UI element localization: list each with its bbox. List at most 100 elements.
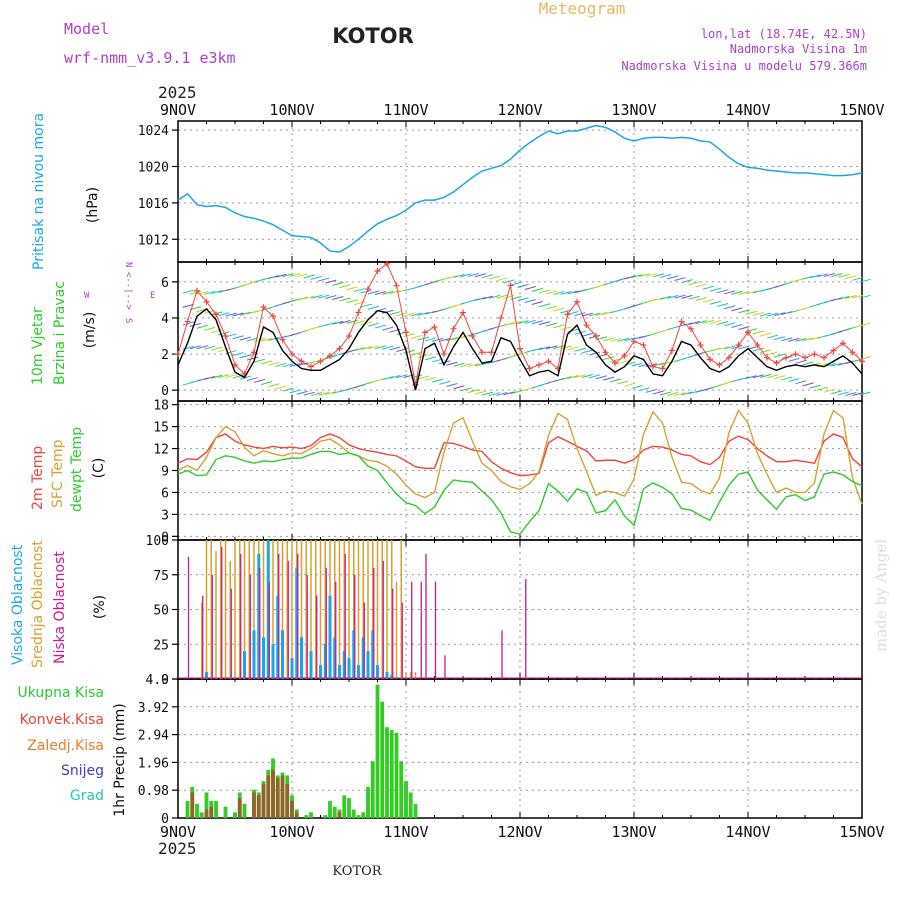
wind-arrow [773, 375, 786, 380]
wind-arrow [752, 311, 764, 316]
wind-arrow [474, 390, 487, 395]
wind-arrow [488, 294, 501, 299]
wind-arrow [773, 312, 786, 317]
total-precip-bar [223, 806, 228, 818]
wind-arrow [268, 361, 280, 366]
wind-arrow [581, 374, 593, 379]
total-precip-bar [347, 798, 351, 818]
wind-arrow [282, 387, 294, 392]
wind-arrow [367, 290, 380, 295]
x-axis-label-bottom: 15NOV [839, 823, 884, 841]
model-altitude-label: Nadmorska Visina u modelu 579.366m [621, 59, 867, 73]
x-axis-label-top: 13NOV [611, 101, 656, 119]
cloud-label-low: Niska Oblacnost [52, 551, 68, 664]
wind-arrow [446, 383, 458, 387]
wind-arrow [659, 274, 672, 279]
wind-arrow [303, 391, 316, 396]
wind-arrow [374, 324, 387, 329]
conv-precip-bar [261, 783, 266, 818]
wind-arrow [830, 362, 843, 367]
wind-arrow [460, 273, 472, 278]
wind-arrow [424, 356, 437, 361]
gust-marker [279, 336, 286, 343]
y-tick-label: 3.92 [138, 701, 169, 716]
wind-arrow [731, 324, 743, 328]
wind-arrow [382, 290, 394, 295]
wind-arrow [695, 297, 707, 301]
gust-marker [830, 347, 837, 354]
total-precip-bar [385, 727, 389, 818]
wind-arrow [695, 283, 707, 288]
wind-arrow [773, 336, 786, 341]
wind-arrow [574, 374, 586, 379]
wind-arrow [446, 337, 458, 342]
wind-arrow [239, 336, 251, 341]
model-name: wrf-nmm_v3.9.1 e3km [64, 49, 236, 67]
wind-arrow [453, 273, 465, 278]
wind-arrow [574, 347, 586, 352]
wind-arrow [581, 332, 593, 337]
year-bottom: 2025 [158, 839, 197, 858]
gust-marker [564, 311, 571, 318]
temp-ylabel: (C) [91, 458, 107, 479]
wind-title-line2: Brzina i Pravac [52, 281, 68, 385]
wind-arrow [738, 376, 750, 381]
y-tick-label: 18 [153, 399, 169, 414]
wind-arrow [845, 294, 857, 299]
wind-arrow [275, 385, 287, 390]
wind-arrow [745, 290, 757, 295]
wind-arrow [211, 374, 223, 379]
cloud-ylabel: (%) [92, 595, 108, 619]
wind-arrow [781, 376, 793, 381]
wind-arrow [510, 281, 522, 286]
wind-arrow [738, 345, 750, 350]
wind-arrow [574, 312, 586, 317]
wind-arrow [645, 272, 658, 277]
wind-arrow [374, 345, 387, 350]
gust-marker [716, 361, 723, 368]
wind-arrow [595, 312, 608, 316]
wind-arrow [481, 391, 494, 396]
total-precip-bar [394, 732, 399, 818]
wind-arrow [346, 286, 358, 291]
wind-arrow [560, 345, 572, 350]
wind-arrow [830, 297, 843, 302]
wind-arrow [431, 378, 444, 383]
gust-marker [802, 354, 808, 361]
y-tick-label: 1016 [138, 197, 169, 212]
y-tick-label: 0 [161, 384, 169, 399]
wind-arrow [738, 326, 750, 331]
wind-arrow [182, 321, 194, 326]
y-tick-label: 6 [161, 486, 169, 501]
y-tick-label: 6 [161, 276, 169, 291]
gust-marker [203, 298, 210, 305]
x-axis-label-top: 9NOV [160, 101, 196, 119]
wind-arrow [624, 382, 636, 387]
compass-w-label: W [84, 291, 90, 301]
wind-arrow [367, 345, 380, 350]
wind-arrow [431, 337, 444, 342]
wind-arrow [567, 375, 579, 379]
wind-arrow [339, 320, 351, 325]
conv-precip-bar [337, 812, 342, 818]
precip-legend-conv: Konvek.Kisa [20, 712, 104, 728]
gust-marker [726, 354, 732, 361]
wind-arrow [503, 322, 515, 327]
temp-label-2m: 2m Temp [30, 446, 46, 510]
gust-marker [289, 351, 295, 358]
wind-arrow [745, 375, 757, 380]
wind-arrow [602, 356, 615, 361]
wind-arrow [367, 322, 380, 327]
compass-e-label: E [150, 291, 155, 301]
wind-arrow [631, 384, 643, 389]
conv-precip-bar [237, 798, 242, 818]
wind-arrow [766, 312, 779, 317]
wind-arrow [325, 295, 337, 300]
wind-arrow [460, 387, 472, 392]
y-tick-label: 15 [153, 421, 169, 436]
x-axis-label-top: 11NOV [383, 101, 428, 119]
wind-arrow [317, 277, 330, 282]
wind-arrow [211, 329, 223, 334]
gust-marker [365, 286, 371, 293]
wind-compass-legend: N <--|--> S W E [84, 262, 155, 323]
